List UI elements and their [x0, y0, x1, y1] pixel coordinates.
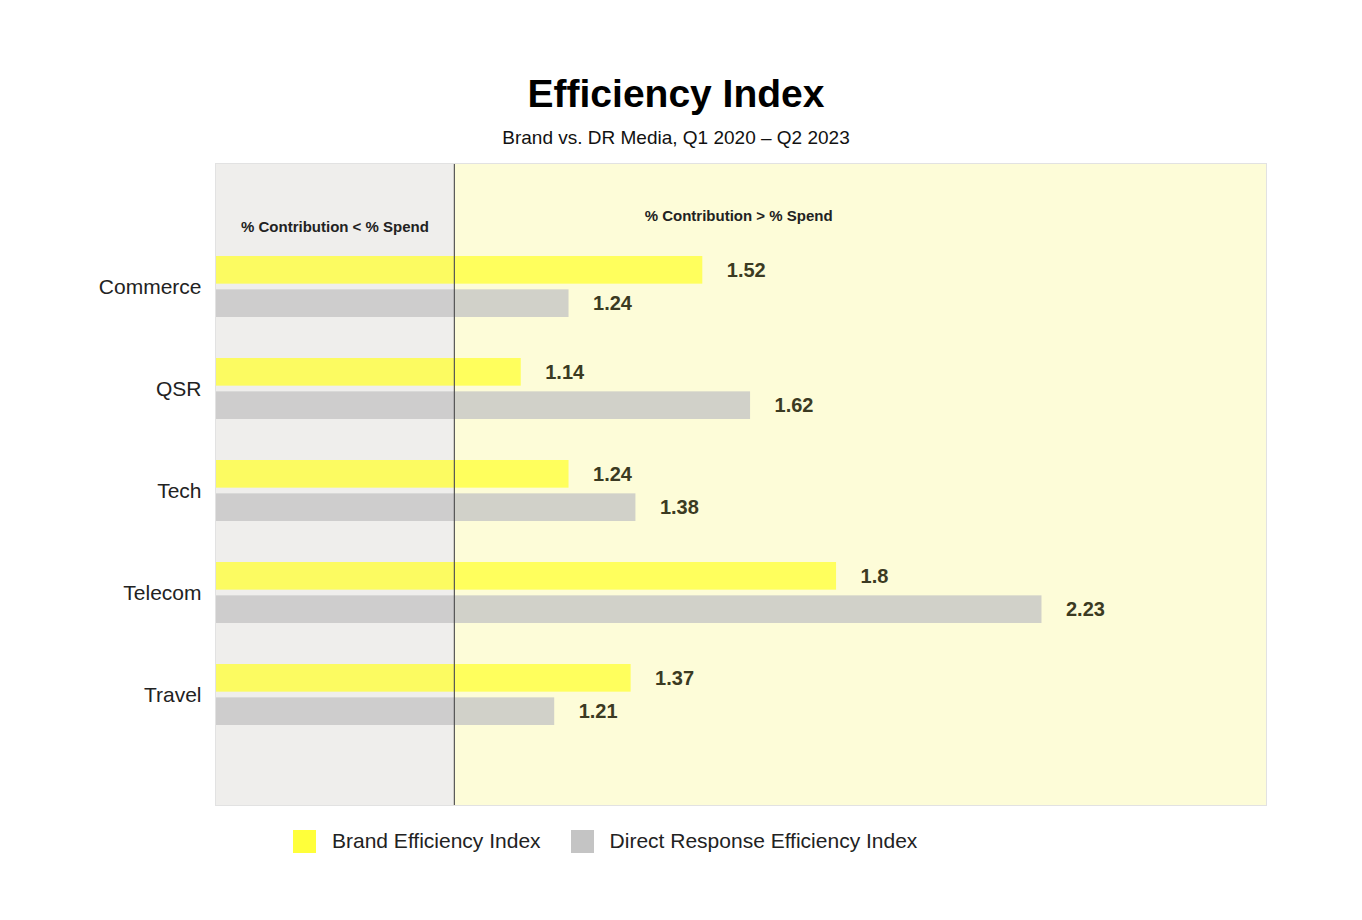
html-text:Brand vs. DR Media, Q1 2020 –: Brand vs. DR Media, Q1 2020 – Q2 2023: [502, 127, 850, 148]
svg-text:Telecom: Telecom: [123, 581, 201, 604]
svg-text:1.62: 1.62: [775, 394, 814, 416]
svg-text:Commerce: Commerce: [99, 275, 202, 298]
svg-text:Travel: Travel: [144, 683, 202, 706]
svg-text:1.52: 1.52: [727, 259, 766, 281]
svg-text:QSR: QSR: [156, 377, 202, 400]
html-text:Efficiency Index: Efficiency Index: [527, 72, 825, 115]
svg-text:1.24: 1.24: [593, 292, 633, 314]
svg-text:1.38: 1.38: [660, 496, 699, 518]
svg-text:% Contribution > % Spend: % Contribution > % Spend: [645, 207, 833, 224]
svg-text:1.37: 1.37: [655, 667, 694, 689]
svg-text:1.14: 1.14: [545, 361, 585, 383]
svg-text:% Contribution < % Spend: % Contribution < % Spend: [241, 218, 429, 235]
html-text:Direct Response Efficiency Ind: Direct Response Efficiency Index: [609, 829, 918, 852]
svg-text:1.21: 1.21: [579, 700, 618, 722]
svg-text:Tech: Tech: [157, 479, 201, 502]
svg-text:1.24: 1.24: [593, 463, 633, 485]
svg-text:1.8: 1.8: [861, 565, 889, 587]
html-text:Brand Efficiency Index: Brand Efficiency Index: [332, 829, 541, 852]
svg-text:2.23: 2.23: [1066, 598, 1105, 620]
